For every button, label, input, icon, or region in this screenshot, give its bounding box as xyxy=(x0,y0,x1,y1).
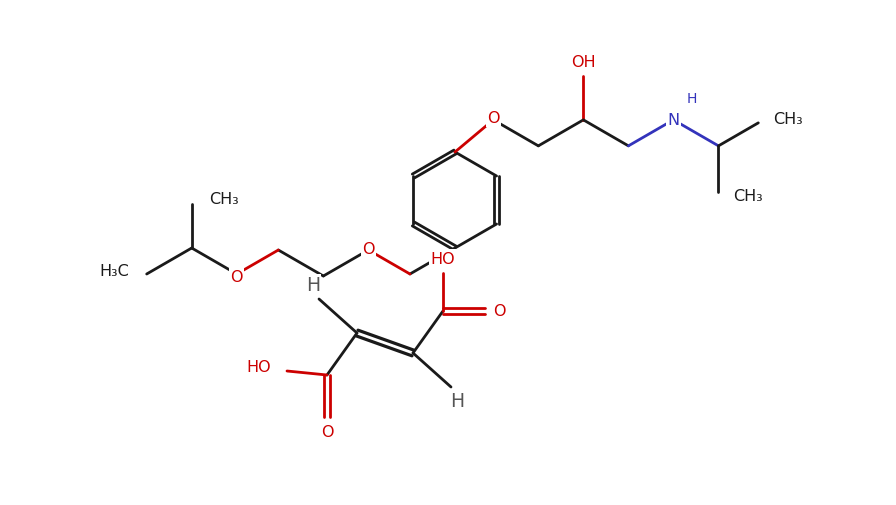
Text: H: H xyxy=(450,392,464,411)
Text: H₃C: H₃C xyxy=(99,263,130,278)
Text: HO: HO xyxy=(246,360,271,375)
Text: O: O xyxy=(321,425,333,440)
Text: HO: HO xyxy=(431,251,455,266)
Text: CH₃: CH₃ xyxy=(734,189,763,204)
Text: H: H xyxy=(686,92,696,106)
Text: CH₃: CH₃ xyxy=(209,191,238,206)
Text: CH₃: CH₃ xyxy=(773,112,803,127)
Text: O: O xyxy=(493,304,505,319)
Text: O: O xyxy=(230,269,243,284)
Text: N: N xyxy=(668,113,679,128)
Text: O: O xyxy=(362,241,375,256)
Text: OH: OH xyxy=(571,55,596,70)
Text: H: H xyxy=(306,276,320,295)
Text: O: O xyxy=(487,111,500,126)
